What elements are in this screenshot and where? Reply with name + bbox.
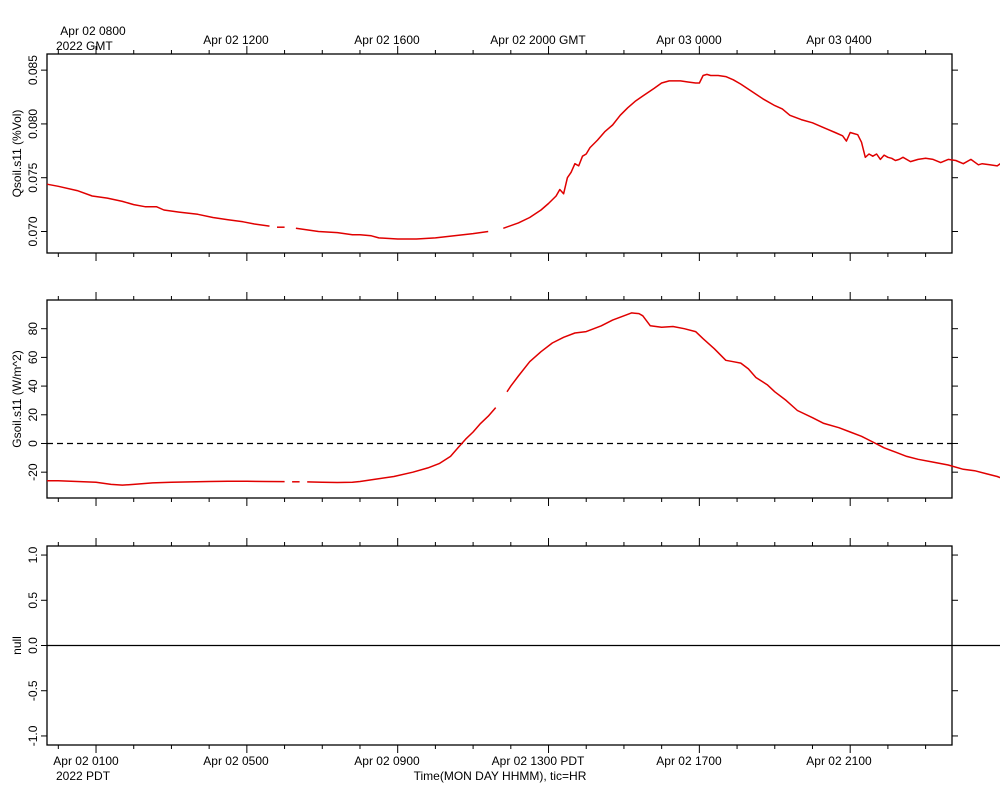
data-series-line bbox=[295, 227, 489, 240]
top-tick-label: Apr 03 0000 bbox=[656, 33, 722, 47]
top-axis-labels: Apr 02 0800 2022 GMT Apr 02 1200 Apr 02 … bbox=[56, 24, 872, 53]
data-series-line bbox=[46, 183, 270, 227]
y-tick-label: 80 bbox=[26, 322, 40, 336]
y-tick-label: 20 bbox=[26, 408, 40, 422]
y-tick-label: -1.0 bbox=[26, 725, 40, 746]
top-tick-label: Apr 02 1200 bbox=[203, 33, 269, 47]
y-tick-label: 0.0 bbox=[26, 637, 40, 654]
y-tick-label: -0.5 bbox=[26, 680, 40, 701]
bottom-tick-label: Apr 02 0500 bbox=[203, 754, 269, 768]
y-tick-label: 0.070 bbox=[26, 216, 40, 246]
x-axis-title: Time(MON DAY HHMM), tic=HR bbox=[414, 769, 587, 783]
data-series-line bbox=[506, 312, 1000, 479]
panel-frame bbox=[46, 53, 953, 254]
y-axis-title: Gsoil.s11 (W/m^2) bbox=[10, 350, 24, 447]
y-tick-label: 0 bbox=[26, 440, 40, 447]
bottom-tick-label: Apr 02 0100 bbox=[53, 754, 119, 768]
top-tick-label: Apr 02 2000 GMT bbox=[490, 33, 586, 47]
y-tick-label: 0.5 bbox=[26, 592, 40, 609]
data-series-line bbox=[307, 407, 497, 484]
y-tick-label: -20 bbox=[26, 463, 40, 481]
y-tick-label: 1.0 bbox=[26, 546, 40, 563]
bottom-year-label: 2022 PDT bbox=[56, 769, 111, 783]
y-tick-label: 60 bbox=[26, 350, 40, 364]
top-tick-label: Apr 02 1600 bbox=[354, 33, 420, 47]
bottom-tick-label: Apr 02 1300 PDT bbox=[492, 754, 585, 768]
y-tick-label: 0.080 bbox=[26, 109, 40, 139]
bottom-axis-labels: Apr 02 0100 Apr 02 0500 Apr 02 0900 Apr … bbox=[53, 754, 872, 783]
top-year-label: 2022 GMT bbox=[56, 39, 113, 53]
bottom-tick-label: Apr 02 0900 bbox=[354, 754, 420, 768]
top-tick-label: Apr 03 0400 bbox=[806, 33, 872, 47]
bottom-tick-label: Apr 02 1700 bbox=[656, 754, 722, 768]
top-tick-label: Apr 02 0800 bbox=[60, 24, 126, 38]
y-axis-title: Qsoil.s11 (%Vol) bbox=[10, 110, 24, 198]
panel-frame bbox=[46, 299, 953, 499]
y-tick-label: 40 bbox=[26, 379, 40, 393]
y-tick-label: 0.075 bbox=[26, 162, 40, 192]
bottom-tick-label: Apr 02 2100 bbox=[806, 754, 872, 768]
y-axis-title: null bbox=[10, 636, 24, 655]
data-series-line bbox=[47, 480, 285, 486]
data-series-line bbox=[503, 73, 1000, 230]
y-tick-label: 0.085 bbox=[26, 55, 40, 85]
